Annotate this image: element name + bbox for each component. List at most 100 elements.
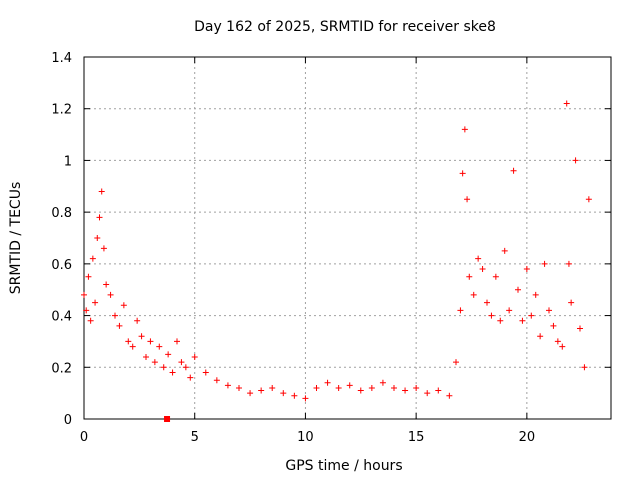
data-point (402, 387, 409, 394)
y-tick-label: 0.8 (51, 206, 72, 221)
y-tick-label: 0.4 (51, 310, 72, 325)
data-point (457, 307, 464, 314)
data-point (92, 299, 99, 306)
data-point (459, 170, 466, 177)
data-point (313, 384, 320, 391)
data-point (346, 382, 353, 389)
data-point (550, 322, 557, 329)
data-point (470, 291, 477, 298)
plot-frame (83, 56, 612, 420)
data-point (138, 333, 145, 340)
data-point (501, 247, 508, 254)
data-point (247, 390, 254, 397)
data-point (585, 196, 592, 203)
data-point (368, 384, 375, 391)
y-tick-label: 1 (64, 154, 72, 169)
data-point (202, 369, 209, 376)
data-point (453, 359, 459, 366)
data-point (554, 338, 561, 345)
data-point (506, 307, 513, 314)
data-point (107, 291, 114, 298)
square-marker (164, 416, 171, 422)
data-point (81, 291, 87, 298)
data-point (565, 260, 572, 267)
data-points (81, 100, 592, 422)
data-point (269, 384, 276, 391)
data-point (379, 379, 386, 386)
data-point (577, 325, 583, 332)
data-point (413, 384, 420, 391)
data-point (492, 273, 499, 280)
data-point (236, 384, 242, 391)
y-tick-label: 0.6 (51, 258, 72, 273)
data-point (103, 281, 110, 288)
data-point (178, 359, 185, 366)
axis-ticks: 0 5 10 15 20 0 0.2 0.4 0.6 0.8 1 1.2 1.4 (51, 51, 611, 445)
data-point (156, 343, 163, 350)
data-point (528, 312, 535, 319)
y-tick-label: 0 (64, 413, 72, 428)
data-point (446, 392, 453, 399)
data-point (120, 302, 127, 309)
x-axis-label: GPS time / hours (285, 458, 402, 474)
data-point (116, 322, 123, 329)
data-point (488, 312, 495, 319)
data-point (510, 167, 517, 174)
data-point (165, 351, 172, 358)
data-point (87, 317, 94, 324)
data-point (435, 387, 442, 394)
data-point (324, 379, 331, 386)
data-point (461, 126, 468, 133)
data-point (134, 317, 141, 324)
y-tick-label: 0.2 (51, 361, 72, 376)
grid-lines (84, 57, 611, 419)
data-point (391, 384, 397, 391)
data-point (224, 382, 231, 389)
data-point (174, 338, 180, 345)
chart-title: Day 162 of 2025, SRMTID for receiver ske… (194, 19, 496, 35)
y-axis-label: SRMTID / TECUs (8, 182, 24, 295)
data-point (151, 359, 158, 366)
data-point (191, 353, 198, 360)
data-point (537, 333, 544, 340)
data-point (515, 286, 521, 293)
x-tick-label: 20 (519, 430, 536, 445)
x-tick-label: 15 (408, 430, 425, 445)
data-point (182, 364, 189, 371)
data-point (475, 255, 482, 262)
data-point (258, 387, 265, 394)
data-point (280, 390, 287, 397)
y-tick-label: 1.2 (51, 103, 72, 118)
data-point (89, 255, 96, 262)
data-point (479, 266, 486, 273)
data-point (546, 307, 552, 314)
x-tick-label: 5 (191, 430, 199, 445)
x-tick-label: 10 (297, 430, 314, 445)
data-point (98, 188, 105, 195)
data-point (125, 338, 132, 345)
data-point (160, 364, 167, 371)
data-point (581, 364, 588, 371)
data-point (147, 338, 154, 345)
data-point (357, 387, 364, 394)
data-point (143, 353, 149, 360)
data-point (100, 245, 107, 252)
data-point (112, 312, 118, 319)
y-tick-label: 1.4 (51, 51, 72, 66)
data-point (532, 291, 539, 298)
data-point (424, 390, 431, 397)
data-point (464, 196, 471, 203)
data-point (187, 374, 194, 381)
data-point (563, 100, 570, 107)
data-point (291, 392, 298, 399)
data-point (85, 273, 92, 280)
data-point (94, 235, 101, 241)
data-point (519, 317, 526, 324)
data-point (83, 307, 90, 314)
data-point (466, 273, 473, 280)
x-tick-label: 0 (80, 430, 88, 445)
data-point (335, 384, 342, 391)
data-point (497, 317, 504, 324)
data-point (169, 369, 176, 376)
